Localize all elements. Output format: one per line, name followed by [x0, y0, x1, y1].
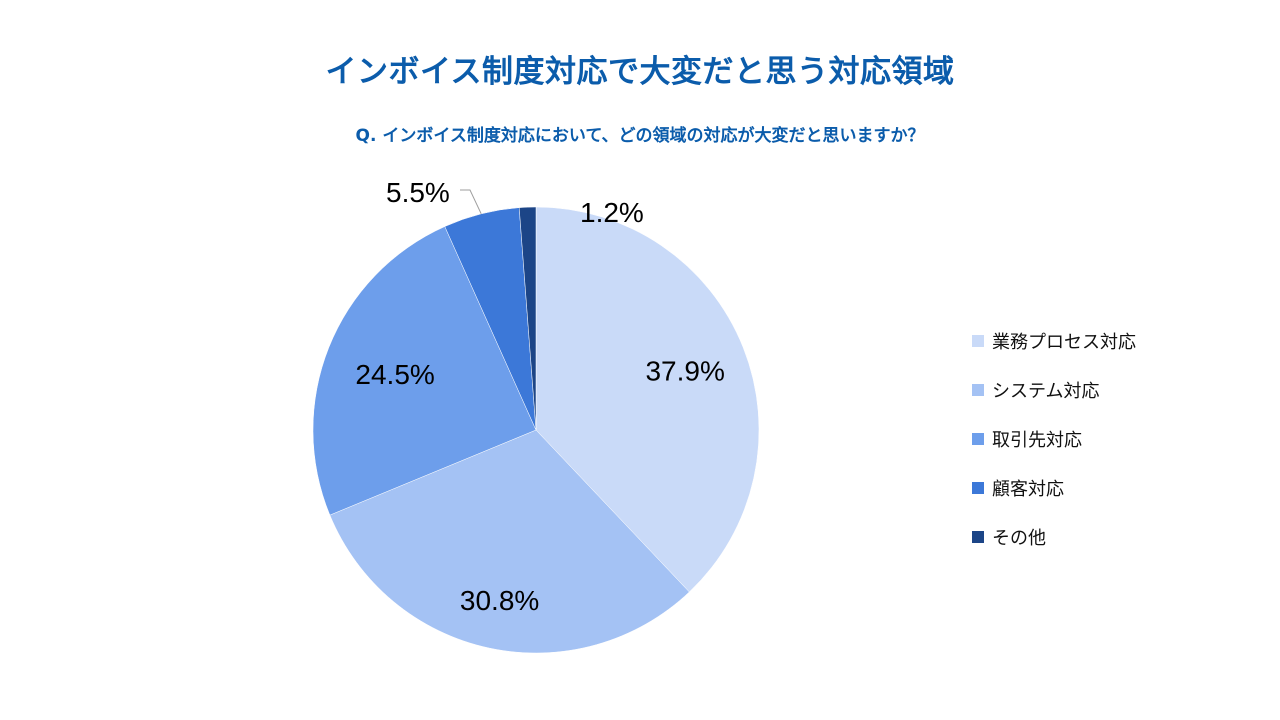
- legend-swatch: [972, 530, 984, 543]
- legend-swatch: [972, 481, 984, 494]
- legend-swatch: [972, 432, 984, 445]
- slice-value-label-5: 1.2%: [580, 197, 644, 228]
- legend-swatch: [972, 334, 984, 347]
- legend-label: システム対応: [992, 380, 1100, 402]
- legend-item-5: その他: [972, 512, 1136, 561]
- legend-label: 取引先対応: [992, 429, 1082, 451]
- legend-item-3: 取引先対応: [972, 414, 1136, 463]
- legend-swatch: [972, 383, 984, 396]
- legend-item-2: システム対応: [972, 365, 1136, 414]
- chart-title: インボイス制度対応で大変だと思う対応領域: [325, 54, 955, 90]
- legend-label: 業務プロセス対応: [992, 331, 1136, 353]
- pie-slice-1: [535, 206, 760, 593]
- slice-value-label-4: 5.5%: [386, 177, 450, 208]
- pie-slice-3: [312, 226, 537, 516]
- slice-value-label-1: 37.9%: [645, 356, 724, 387]
- pie-slice-5: [518, 206, 537, 431]
- legend-item-4: 顧客対応: [972, 463, 1136, 512]
- leader-line-4: [460, 189, 482, 215]
- legend-label: 顧客対応: [992, 478, 1064, 500]
- legend-label: その他: [992, 527, 1046, 549]
- slice-value-label-2: 30.8%: [460, 585, 539, 616]
- pie-slice-2: [329, 429, 690, 654]
- legend-item-1: 業務プロセス対応: [972, 316, 1136, 365]
- chart-subtitle: Q. インボイス制度対応において、どの領域の対応が大変だと思いますか？: [355, 126, 925, 146]
- legend: 業務プロセス対応 システム対応 取引先対応顧客対応その他: [972, 316, 1136, 561]
- slice-value-label-3: 24.5%: [355, 359, 434, 390]
